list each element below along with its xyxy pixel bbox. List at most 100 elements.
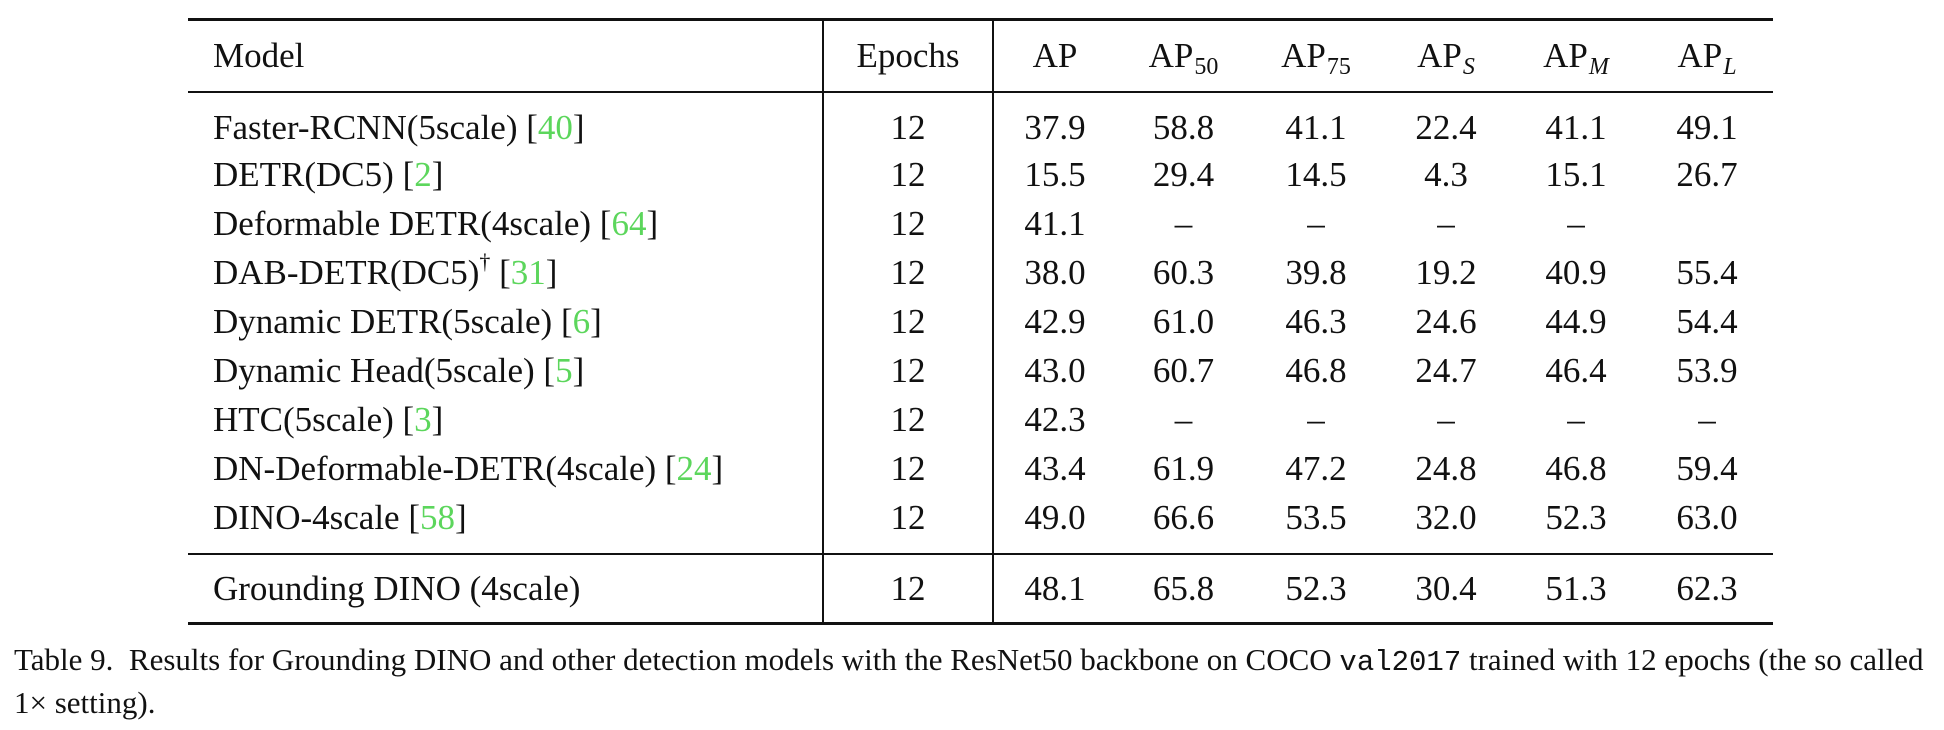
cell-aps: – xyxy=(1437,203,1455,243)
cell-model: Faster-RCNN(5scale) [40] xyxy=(213,107,585,147)
cell-apm: – xyxy=(1567,399,1585,439)
cell-ap75: – xyxy=(1307,399,1325,439)
cell-model: Dynamic DETR(5scale) [6] xyxy=(213,301,602,341)
table-row: DN-Deformable-DETR(4scale) [24] 12 43.4 61.… xyxy=(188,443,1773,493)
cell-aps: 24.6 xyxy=(1415,301,1477,341)
cell-aps: 24.7 xyxy=(1415,350,1477,390)
cell-apm: 51.3 xyxy=(1545,568,1607,608)
cell-model: DINO-4scale [58] xyxy=(213,498,467,537)
cell-aps: 30.4 xyxy=(1415,568,1477,608)
citation-link[interactable]: 24 xyxy=(676,448,712,488)
cell-apm: 52.3 xyxy=(1545,498,1607,537)
table-header-row: Model Epochs AP AP50 AP75 APS APM APL xyxy=(188,19,1773,92)
cell-aps: 22.4 xyxy=(1415,107,1477,147)
cell-apl: 63.0 xyxy=(1676,498,1738,537)
cell-ap75: – xyxy=(1307,203,1325,243)
model-name: Dynamic Head(5scale) xyxy=(213,350,535,390)
cell-model: DAB-DETR(DC5)† [31] xyxy=(213,248,558,292)
cell-apm: 46.4 xyxy=(1545,350,1607,390)
table-caption: Table 9. Results for Grounding DINO and … xyxy=(14,640,1934,723)
citation-link[interactable]: 5 xyxy=(555,350,573,390)
cell-apm: 41.1 xyxy=(1545,107,1607,147)
cell-ap: 42.9 xyxy=(1024,301,1086,341)
cell-epochs: 12 xyxy=(822,394,994,444)
cell-ap: 15.5 xyxy=(1024,154,1086,194)
cell-ap75: 53.5 xyxy=(1285,498,1347,537)
cell-ap50: 60.7 xyxy=(1152,350,1215,390)
cell-ap75: 41.1 xyxy=(1285,107,1347,147)
citation-link[interactable]: 58 xyxy=(420,498,455,537)
cell-ap50: – xyxy=(1174,203,1193,243)
cell-ap75: 52.3 xyxy=(1285,568,1347,608)
header-model: Model xyxy=(213,36,305,76)
header-apm: APM xyxy=(1543,36,1609,81)
cell-apl: 59.4 xyxy=(1676,448,1738,488)
cell-model: Dynamic Head(5scale) [5] xyxy=(213,350,585,390)
cell-epochs: 12 xyxy=(822,553,994,624)
cell-model: Grounding DINO (4scale) xyxy=(213,568,581,608)
model-name: DINO-4scale xyxy=(213,498,400,537)
cell-ap: 49.0 xyxy=(1024,498,1086,537)
cell-epochs: 12 xyxy=(822,198,994,248)
cell-epochs: 12 xyxy=(822,296,994,346)
citation-link[interactable]: 6 xyxy=(572,301,591,341)
caption-text-after: trained with 12 epochs (the so called 1×… xyxy=(14,642,1924,720)
cell-aps: 32.0 xyxy=(1415,498,1477,537)
citation-link[interactable]: 3 xyxy=(414,399,432,439)
header-epochs: Epochs xyxy=(822,19,994,92)
table-row: Dynamic Head(5scale) [5] 12 43.0 60.7 46.8 24… xyxy=(188,345,1773,395)
cell-epochs: 12 xyxy=(822,247,994,297)
table-row: DINO-4scale [58] 12 49.0 66.6 53.5 32.0 52.3 63… xyxy=(188,492,1773,554)
cell-ap: 43.0 xyxy=(1024,350,1086,390)
cell-apm: 15.1 xyxy=(1545,154,1607,194)
cell-ap: 42.3 xyxy=(1024,399,1086,439)
cell-apl: 54.4 xyxy=(1676,301,1738,341)
cell-ap50: 61.0 xyxy=(1152,301,1215,341)
cell-apl: 26.7 xyxy=(1676,154,1738,194)
cell-ap50: 29.4 xyxy=(1152,154,1215,194)
cell-model: DETR(DC5) [2] xyxy=(213,154,444,194)
model-name: Deformable DETR(4scale) xyxy=(213,203,592,243)
table-row: Deformable DETR(4scale) [64] 12 41.1 – – – – xyxy=(188,198,1773,248)
citation-link[interactable]: 31 xyxy=(510,252,546,292)
model-name: Faster-RCNN(5scale) xyxy=(213,107,518,147)
table-row: HTC(5scale) [3] 12 42.3 – – – – – xyxy=(188,394,1773,444)
model-name: DN-Deformable-DETR(4scale) xyxy=(213,448,657,488)
header-ap50: AP50 xyxy=(1148,36,1219,81)
cell-ap: 48.1 xyxy=(1024,568,1086,608)
cell-apl: 49.1 xyxy=(1676,107,1738,147)
table-row: DETR(DC5) [2] 12 15.5 29.4 14.5 4.3 15.1 26.7 xyxy=(188,149,1773,199)
cell-ap75: 46.3 xyxy=(1285,301,1347,341)
header-apl: APL xyxy=(1677,36,1737,81)
cell-model: HTC(5scale) [3] xyxy=(213,399,444,439)
cell-epochs: 12 xyxy=(822,492,994,554)
citation-link[interactable]: 2 xyxy=(414,154,432,194)
header-ap: AP xyxy=(1032,36,1078,76)
cell-aps: 19.2 xyxy=(1415,252,1477,292)
model-name: HTC(5scale) xyxy=(213,399,394,439)
cell-aps: – xyxy=(1437,399,1455,439)
header-ap75: AP75 xyxy=(1281,36,1351,81)
cell-epochs: 12 xyxy=(822,443,994,493)
caption-code: val2017 xyxy=(1339,646,1462,679)
cell-ap50: 66.6 xyxy=(1152,498,1215,537)
cell-ap: 37.9 xyxy=(1024,107,1086,147)
cell-ap50: 60.3 xyxy=(1152,252,1215,292)
cell-aps: 24.8 xyxy=(1415,448,1477,488)
table-body: Faster-RCNN(5scale) [40] 12 37.9 58.8 41.1 22… xyxy=(188,91,1773,554)
results-table: Model Epochs AP AP50 AP75 APS APM APL Fa… xyxy=(188,18,1773,625)
table-row: Faster-RCNN(5scale) [40] 12 37.9 58.8 41.1 22… xyxy=(188,91,1773,150)
citation-link[interactable]: 40 xyxy=(537,107,573,147)
cell-aps: 4.3 xyxy=(1424,154,1468,194)
cell-epochs: 12 xyxy=(822,149,994,199)
cell-epochs: 12 xyxy=(822,91,994,150)
cell-ap: 41.1 xyxy=(1024,203,1086,243)
citation-link[interactable]: 64 xyxy=(611,203,647,243)
caption-label: Table 9. xyxy=(14,642,114,677)
cell-ap: 38.0 xyxy=(1024,252,1086,292)
cell-apl: 53.9 xyxy=(1676,350,1738,390)
cell-apm: 44.9 xyxy=(1545,301,1607,341)
cell-apm: – xyxy=(1567,203,1585,243)
cell-model: Deformable DETR(4scale) [64] xyxy=(213,203,659,243)
caption-text-before: Results for Grounding DINO and other det… xyxy=(128,642,1332,677)
